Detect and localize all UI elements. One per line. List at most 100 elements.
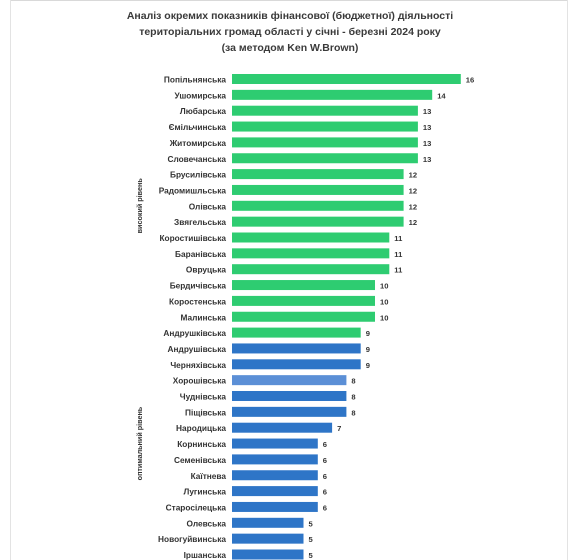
bar xyxy=(232,89,433,100)
bar xyxy=(232,184,404,195)
data-label: 12 xyxy=(409,186,417,195)
bar xyxy=(232,74,461,84)
category-label: Новогуйвинська xyxy=(158,534,226,544)
bar xyxy=(232,232,390,243)
bar xyxy=(232,406,347,417)
chart-title-line-1: Аналіз окремих показників фінансової (бю… xyxy=(126,10,454,22)
bar xyxy=(232,105,418,116)
bar xyxy=(232,153,418,164)
group-label: оптимальний рівень xyxy=(135,406,144,480)
category-label: Бердичівська xyxy=(170,281,227,291)
category-label: Олівська xyxy=(189,201,227,211)
category-label: Попільнянська xyxy=(164,75,226,85)
data-label: 5 xyxy=(309,519,314,528)
data-label: 9 xyxy=(366,329,370,338)
data-label: 6 xyxy=(323,488,327,497)
data-label: 6 xyxy=(323,456,327,465)
chart-title-line-2: територіальних громад області у січні - … xyxy=(139,26,441,38)
category-label: Семенівська xyxy=(174,455,226,465)
category-label: Словечанська xyxy=(167,154,226,164)
bar xyxy=(232,454,318,465)
bar xyxy=(232,422,333,433)
data-label: 13 xyxy=(423,107,431,116)
data-label: 6 xyxy=(323,503,327,512)
data-label: 10 xyxy=(380,297,388,306)
bar xyxy=(232,280,375,291)
bar xyxy=(232,248,390,259)
data-label: 12 xyxy=(409,202,417,211)
category-label: Хорошівська xyxy=(173,376,227,386)
bar xyxy=(232,121,418,132)
data-label: 12 xyxy=(409,171,417,180)
data-label: 13 xyxy=(423,155,431,164)
bar xyxy=(232,533,304,544)
category-label: Коростишівська xyxy=(159,233,226,243)
data-label: 13 xyxy=(423,123,431,132)
bar xyxy=(232,501,318,512)
data-label: 8 xyxy=(351,377,355,386)
category-label: Каїтнева xyxy=(191,471,227,481)
bar xyxy=(232,327,361,338)
frame-right-border xyxy=(567,0,568,560)
category-label: Піщівська xyxy=(185,407,226,417)
category-label: Старосілецька xyxy=(166,502,227,512)
category-label: Черняхівська xyxy=(170,360,226,370)
data-label: 13 xyxy=(423,139,431,148)
category-label: Любарська xyxy=(180,106,226,116)
bar xyxy=(232,295,375,306)
category-label: Чуднівська xyxy=(180,392,227,402)
category-label: Корнинська xyxy=(177,439,226,449)
data-label: 5 xyxy=(309,535,314,544)
category-label: Ушомирська xyxy=(174,90,226,100)
data-label: 7 xyxy=(337,424,341,433)
bar xyxy=(232,391,347,401)
data-label: 6 xyxy=(323,440,327,449)
bar xyxy=(232,169,404,180)
category-label: Іршанська xyxy=(184,550,227,560)
data-label: 9 xyxy=(366,345,370,354)
frame-left-border xyxy=(10,0,11,560)
bar xyxy=(232,216,404,227)
data-label: 11 xyxy=(394,250,403,259)
category-label: Брусилівська xyxy=(170,170,226,180)
data-label: 14 xyxy=(437,91,446,100)
data-label: 10 xyxy=(380,282,388,291)
category-label: Андрушківська xyxy=(163,328,226,338)
category-label: Житомирська xyxy=(169,138,227,148)
bar xyxy=(232,375,347,386)
frame-top-border xyxy=(10,0,568,1)
bar xyxy=(232,517,304,528)
data-label: 5 xyxy=(309,551,314,560)
bar xyxy=(232,200,404,211)
data-label: 6 xyxy=(323,472,327,481)
category-label: Малинська xyxy=(181,312,227,322)
bar xyxy=(232,311,375,322)
category-label: Звягельська xyxy=(174,217,226,227)
data-label: 8 xyxy=(351,393,355,402)
category-label: Коростенська xyxy=(169,296,226,306)
bar xyxy=(232,264,390,275)
bar xyxy=(232,137,418,148)
category-label: Ємільчинська xyxy=(169,122,227,132)
chart-title-line-3: (за методом Ken W.Brown) xyxy=(221,42,359,54)
bar xyxy=(232,549,304,560)
bar xyxy=(232,470,318,481)
category-label: Лугинська xyxy=(184,487,227,497)
category-label: Андрушівська xyxy=(168,344,227,354)
category-label: Баранівська xyxy=(175,249,226,259)
data-label: 8 xyxy=(351,408,355,417)
category-label: Народицька xyxy=(176,423,226,433)
bar xyxy=(232,343,361,354)
data-label: 16 xyxy=(466,76,474,85)
category-label: Овруцька xyxy=(186,265,226,275)
bar xyxy=(232,486,318,497)
bar xyxy=(232,438,318,449)
group-label: високий рівень xyxy=(135,178,144,234)
data-label: 9 xyxy=(366,361,370,370)
category-label: Олевська xyxy=(187,518,227,528)
data-label: 11 xyxy=(394,266,403,275)
category-label: Радомишльська xyxy=(159,185,227,195)
data-label: 11 xyxy=(394,234,403,243)
data-label: 10 xyxy=(380,313,388,322)
